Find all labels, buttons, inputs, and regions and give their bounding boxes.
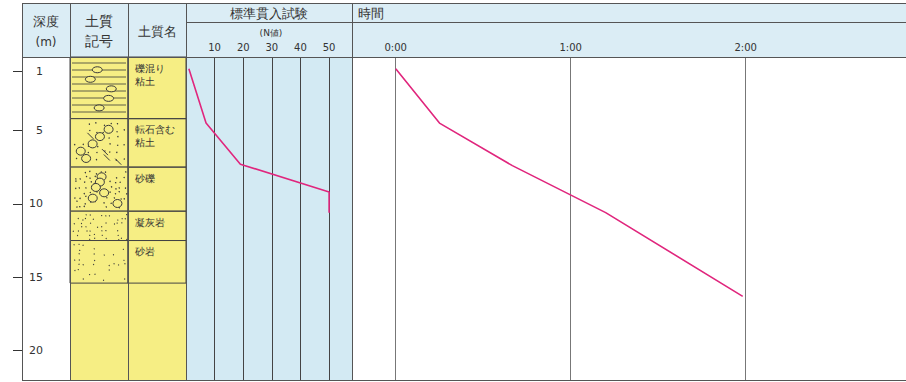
svg-text:40: 40 xyxy=(294,42,307,53)
svg-text:10: 10 xyxy=(29,197,43,210)
html-text:標準貫入試験: 標準貫入試験 xyxy=(230,5,308,21)
html-text:土質: 土質 xyxy=(85,13,113,29)
html-text:(m): (m) xyxy=(35,35,57,49)
html-text:時間: 時間 xyxy=(358,5,384,21)
svg-text:砂礫: 砂礫 xyxy=(134,173,155,184)
svg-text:10: 10 xyxy=(208,42,221,53)
html-text:深度: 深度 xyxy=(33,13,59,29)
svg-text:15: 15 xyxy=(29,271,43,284)
svg-text:礫混り: 礫混り xyxy=(134,63,165,74)
html-text:記号: 記号 xyxy=(85,33,113,49)
svg-text:1: 1 xyxy=(36,65,43,78)
svg-text:5: 5 xyxy=(36,124,43,137)
svg-text:粘土: 粘土 xyxy=(135,137,155,148)
svg-text:1:00: 1:00 xyxy=(559,42,581,53)
svg-text:砂岩: 砂岩 xyxy=(134,246,155,257)
svg-text:粘土: 粘土 xyxy=(135,76,155,87)
svg-text:0:00: 0:00 xyxy=(385,42,407,53)
svg-text:20: 20 xyxy=(237,42,250,53)
svg-text:30: 30 xyxy=(265,42,278,53)
svg-text:転石含む: 転石含む xyxy=(135,124,175,135)
html-text:土質名: 土質名 xyxy=(137,23,177,39)
svg-text:凝灰岩: 凝灰岩 xyxy=(135,217,165,228)
svg-text:50: 50 xyxy=(323,42,336,53)
html-text:(N値): (N値) xyxy=(259,27,283,38)
svg-text:20: 20 xyxy=(29,344,43,357)
svg-text:2:00: 2:00 xyxy=(734,42,756,53)
